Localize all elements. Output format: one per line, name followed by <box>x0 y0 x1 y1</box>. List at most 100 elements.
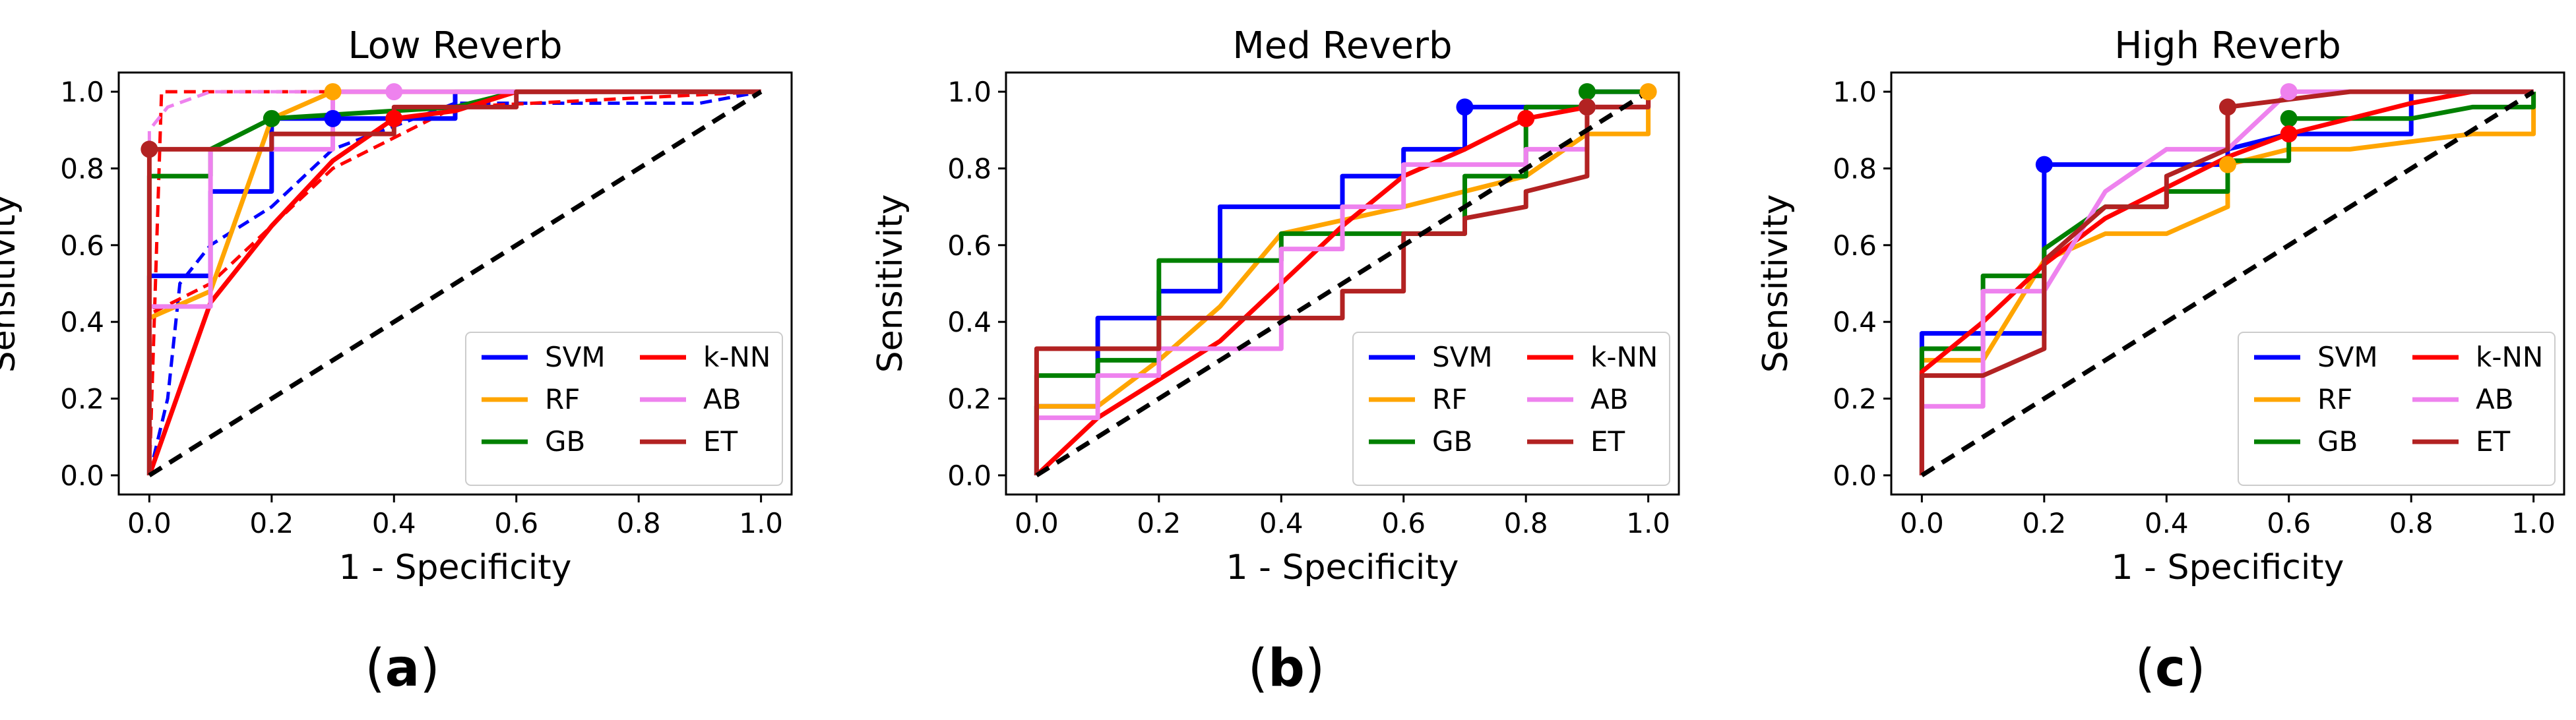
legend: SVM k-NN RF AB GB ET <box>465 332 783 486</box>
x-tick-label: 1.0 <box>1626 507 1670 539</box>
y-tick-label: 0.2 <box>60 383 104 415</box>
y-tick-label: 0.4 <box>1833 306 1877 338</box>
x-axis-label: 1 - Specificity <box>2112 548 2344 587</box>
operating-point-k-nn <box>1517 109 1535 127</box>
legend-label: GB <box>1432 425 1472 458</box>
y-tick-label: 0.0 <box>60 460 104 492</box>
legend-label: RF <box>1432 383 1467 415</box>
x-tick-label: 0.0 <box>127 507 172 539</box>
y-tick-label: 0.6 <box>1833 229 1877 262</box>
operating-point-k-nn <box>2280 125 2298 143</box>
legend-label: ET <box>2476 425 2511 458</box>
y-tick-label: 0.0 <box>947 460 991 492</box>
y-tick-label: 0.4 <box>947 306 991 338</box>
dashed-roc-curve-svm <box>147 90 762 476</box>
legend-label: GB <box>2317 425 2358 458</box>
operating-point-et <box>2219 98 2236 116</box>
panel-caption: (c) <box>2135 639 2205 698</box>
x-tick-label: 0.8 <box>617 507 661 539</box>
legend-label: RF <box>2317 383 2352 415</box>
operating-point-gb <box>2280 109 2298 127</box>
x-tick-label: 0.8 <box>1504 507 1548 539</box>
plot-area <box>1034 89 1651 477</box>
operating-point-svm <box>1456 98 1474 116</box>
y-tick-label: 0.8 <box>60 152 104 185</box>
plot-area <box>146 89 763 477</box>
roc-curve-et <box>1919 89 2534 475</box>
x-tick-label: 0.4 <box>2145 507 2189 539</box>
y-tick-label: 0.4 <box>60 306 104 338</box>
chance-diagonal <box>148 90 763 477</box>
operating-point-svm <box>2035 156 2053 173</box>
x-tick-label: 0.2 <box>2022 507 2066 539</box>
legend-label: SVM <box>545 341 606 373</box>
axes-frame <box>1890 71 2565 496</box>
y-tick-label: 0.8 <box>947 152 991 185</box>
chance-diagonal <box>1035 90 1650 477</box>
legend-box <box>1352 332 1670 486</box>
legend-label: RF <box>545 383 580 415</box>
panel-caption: (a) <box>365 639 440 698</box>
y-tick-label: 0.2 <box>947 383 991 415</box>
legend-label: k-NN <box>703 341 770 373</box>
roc-curve-k-nn <box>147 89 761 477</box>
x-tick-label: 1.0 <box>739 507 783 539</box>
y-axis-label: Sensitivity <box>871 195 910 373</box>
x-tick-label: 0.8 <box>2389 507 2434 539</box>
x-tick-label: 0.4 <box>372 507 416 539</box>
legend-label: AB <box>703 383 741 415</box>
x-axis-label: 1 - Specificity <box>339 548 572 587</box>
operating-point-gb <box>1578 83 1596 101</box>
x-tick-label: 0.2 <box>249 507 294 539</box>
legend-box <box>465 332 783 486</box>
operating-point-ab <box>385 83 403 101</box>
operating-point-ab <box>2280 83 2298 101</box>
y-tick-label: 0.8 <box>1833 152 1877 185</box>
x-tick-label: 0.0 <box>1900 507 1944 539</box>
roc-curve-svm <box>146 89 761 475</box>
legend-label: SVM <box>2317 341 2378 373</box>
axes-frame <box>117 71 793 496</box>
axes-frame <box>1005 71 1680 496</box>
legend-label: k-NN <box>1590 341 1658 373</box>
x-tick-label: 0.6 <box>1381 507 1426 539</box>
panel-title: Low Reverb <box>348 24 562 67</box>
y-tick-label: 1.0 <box>1833 76 1877 108</box>
operating-point-rf <box>324 83 342 101</box>
roc-curve-et <box>146 89 761 475</box>
x-axis-label: 1 - Specificity <box>1226 548 1459 587</box>
roc-panel-c: High Reverb 0.0 0.0 0.2 0.2 0.4 0.4 0.6 0.6 0.8 0.… <box>1756 24 2565 698</box>
panel-caption: (b) <box>1248 639 1325 698</box>
operating-point-et <box>1578 98 1596 116</box>
roc-curve-et <box>1034 92 1651 475</box>
legend-label: ET <box>1590 425 1625 458</box>
roc-curve-gb <box>1034 89 1649 475</box>
y-axis-label: Sensitivity <box>0 195 23 373</box>
operating-point-gb <box>263 109 280 127</box>
legend-label: AB <box>2476 383 2514 415</box>
legend-label: GB <box>545 425 585 458</box>
legend-label: ET <box>703 425 738 458</box>
operating-point-svm <box>324 109 342 127</box>
chance-diagonal <box>1920 90 2535 477</box>
legend: SVM k-NN RF AB GB ET <box>1352 332 1670 486</box>
roc-panel-a: Low Reverb 0.0 0.0 0.2 0.2 0.4 0.4 0.6 0.6 0.8 0.8… <box>0 24 793 698</box>
roc-panel-b: Med Reverb 0.0 0.0 0.2 0.2 0.4 0.4 0.6 0.6 0.8 0.8… <box>871 24 1680 698</box>
legend: SVM k-NN RF AB GB ET <box>2238 332 2556 486</box>
x-tick-label: 1.0 <box>2511 507 2556 539</box>
operating-point-et <box>141 140 158 158</box>
panel-title: High Reverb <box>2114 24 2341 67</box>
x-tick-label: 0.0 <box>1015 507 1059 539</box>
y-tick-label: 1.0 <box>947 76 991 108</box>
roc-curve-ab <box>1919 89 2534 475</box>
x-tick-label: 0.6 <box>2267 507 2311 539</box>
x-tick-label: 0.2 <box>1137 507 1181 539</box>
operating-point-rf <box>2219 156 2236 173</box>
panel-title: Med Reverb <box>1232 24 1452 67</box>
y-tick-label: 0.0 <box>1833 460 1877 492</box>
y-tick-label: 0.6 <box>947 229 991 262</box>
y-axis-label: Sensitivity <box>1756 195 1796 373</box>
roc-curve-k-nn <box>1919 89 2534 475</box>
legend-label: k-NN <box>2476 341 2543 373</box>
